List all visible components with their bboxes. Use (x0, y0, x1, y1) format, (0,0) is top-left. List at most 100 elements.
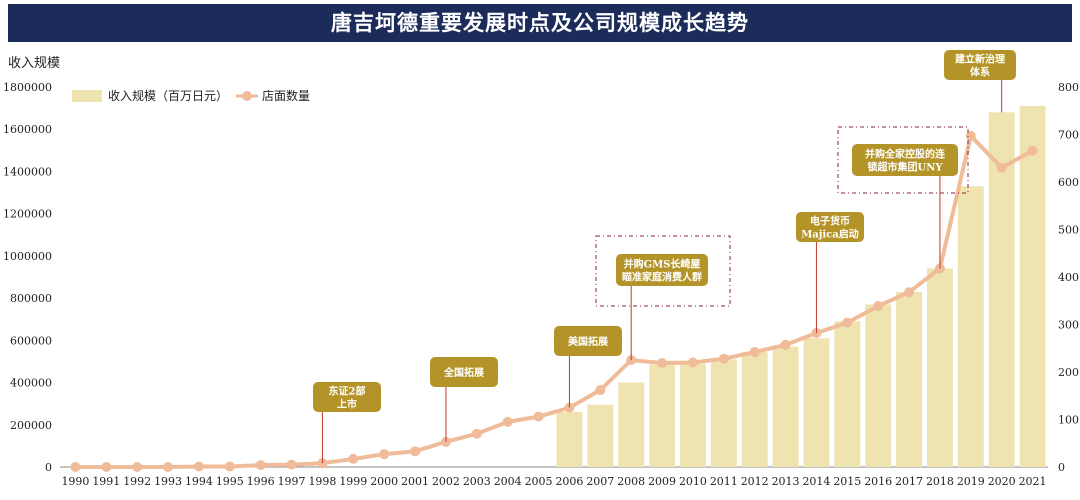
store-count-point (410, 446, 421, 457)
x-tick-label: 1994 (185, 475, 213, 488)
annotation-label: 上市 (337, 398, 357, 411)
annotation-label: 并购全家控股的连 (865, 148, 946, 161)
x-tick-label: 1993 (154, 475, 182, 488)
y2-tick-label: 400 (1058, 271, 1079, 284)
y-tick-label: 600000 (10, 334, 52, 347)
annotation-box (554, 326, 622, 356)
x-tick-label: 2003 (463, 475, 491, 488)
store-count-point (70, 462, 81, 472)
revenue-bar (741, 351, 768, 467)
x-tick-label: 2021 (1019, 475, 1047, 488)
x-tick-label: 1997 (278, 475, 306, 488)
y-tick-label: 0 (45, 461, 52, 474)
x-tick-label: 1991 (92, 475, 120, 488)
x-tick-label: 2014 (802, 475, 830, 488)
store-count-point (657, 357, 668, 368)
store-count-point (502, 416, 513, 427)
annotation-label: Majica启动 (801, 228, 859, 241)
x-tick-label: 2016 (864, 475, 892, 488)
annotation-box (313, 382, 381, 412)
revenue-bar (772, 346, 799, 467)
annotation-dashed-box (837, 126, 969, 194)
x-tick-label: 1999 (339, 475, 367, 488)
revenue-bar (1019, 106, 1046, 467)
x-tick-label: 1998 (308, 475, 336, 488)
x-tick-label: 2010 (679, 475, 707, 488)
annotation-dashed-box (595, 235, 731, 307)
y-tick-label: 1600000 (3, 123, 52, 136)
annotation-label: 瞄准家庭消费人群 (622, 271, 702, 284)
annotation-label: 电子货币 (810, 215, 850, 228)
y-tick-label: 1200000 (3, 208, 52, 221)
store-count-point (904, 287, 915, 298)
store-count-point (687, 357, 698, 368)
revenue-bar (556, 412, 583, 467)
annotation-label: 体系 (970, 66, 990, 79)
revenue-bar (618, 382, 645, 467)
y-tick-label: 800000 (10, 292, 52, 305)
store-count-point (996, 162, 1007, 173)
store-count-point (193, 461, 204, 472)
legend-bar-label: 收入规模（百万日元） (108, 88, 228, 103)
x-tick-label: 2013 (772, 475, 800, 488)
x-tick-label: 1996 (247, 475, 275, 488)
store-count-point (842, 317, 853, 328)
revenue-bar (710, 359, 737, 467)
store-count-point (255, 460, 266, 471)
store-count-line (75, 133, 1034, 469)
store-count-point (471, 428, 482, 439)
annotation-label: 锁超市集团UNY (868, 161, 944, 174)
y2-tick-label: 600 (1058, 176, 1079, 189)
annotation-box (944, 50, 1016, 80)
revenue-bar (865, 304, 892, 467)
x-tick-label: 2004 (494, 475, 522, 488)
x-tick-label: 1992 (123, 475, 151, 488)
annotation-label: 美国拓展 (568, 335, 608, 348)
revenue-bar (834, 321, 861, 467)
store-count-point (718, 353, 729, 364)
y-tick-label: 1400000 (3, 165, 52, 178)
y2-tick-label: 800 (1058, 81, 1079, 94)
x-tick-label: 2007 (586, 475, 614, 488)
x-tick-label: 1995 (216, 475, 244, 488)
legend-line-label: 店面数量 (262, 88, 310, 103)
annotation-label: 全国拓展 (443, 366, 484, 379)
axis-layer: 0 200000 400000 600000 800000 1000000 1200000 1… (3, 81, 1079, 488)
x-tick-label: 2011 (710, 475, 738, 488)
revenue-bar (803, 338, 830, 467)
x-tick-label: 2018 (926, 475, 954, 488)
chart-title: 唐吉坷德重要发展时点及公司规模成长趋势 (331, 10, 749, 35)
store-count-point (286, 459, 297, 470)
revenue-bar (896, 291, 923, 467)
store-count-point (595, 385, 606, 396)
annotation-box (796, 212, 864, 242)
y2-tick-label: 200 (1058, 366, 1079, 379)
store-count-point (873, 300, 884, 311)
legend-line-marker (242, 91, 252, 101)
y-axis-label: 收入规模 (8, 56, 60, 71)
y2-tick-label: 700 (1058, 129, 1079, 142)
bar-series (556, 106, 1046, 467)
annotation-label: 建立新治理 (954, 53, 1005, 66)
legend-bar-swatch (72, 90, 102, 102)
annotation-label: 并购GMS长崎屋 (624, 258, 701, 271)
store-count-point (348, 453, 359, 464)
revenue-bar (649, 364, 676, 467)
x-tick-label: 2015 (833, 475, 861, 488)
x-tick-label: 2017 (895, 475, 923, 488)
x-tick-label: 2006 (555, 475, 583, 488)
y-tick-label: 1000000 (3, 250, 52, 263)
x-tick-label: 2000 (370, 475, 398, 488)
revenue-bar (679, 363, 706, 467)
x-tick-label: 2009 (648, 475, 676, 488)
annotation-box (852, 144, 958, 176)
y2-tick-label: 500 (1058, 224, 1079, 237)
annotation-box (616, 254, 708, 286)
annotation-box (430, 357, 498, 387)
x-tick-label: 2012 (741, 475, 769, 488)
store-count-point (1027, 145, 1038, 156)
store-count-point (379, 449, 390, 460)
annotation-label: 东证2部 (329, 385, 366, 398)
legend: 收入规模（百万日元） 店面数量 (72, 88, 310, 103)
